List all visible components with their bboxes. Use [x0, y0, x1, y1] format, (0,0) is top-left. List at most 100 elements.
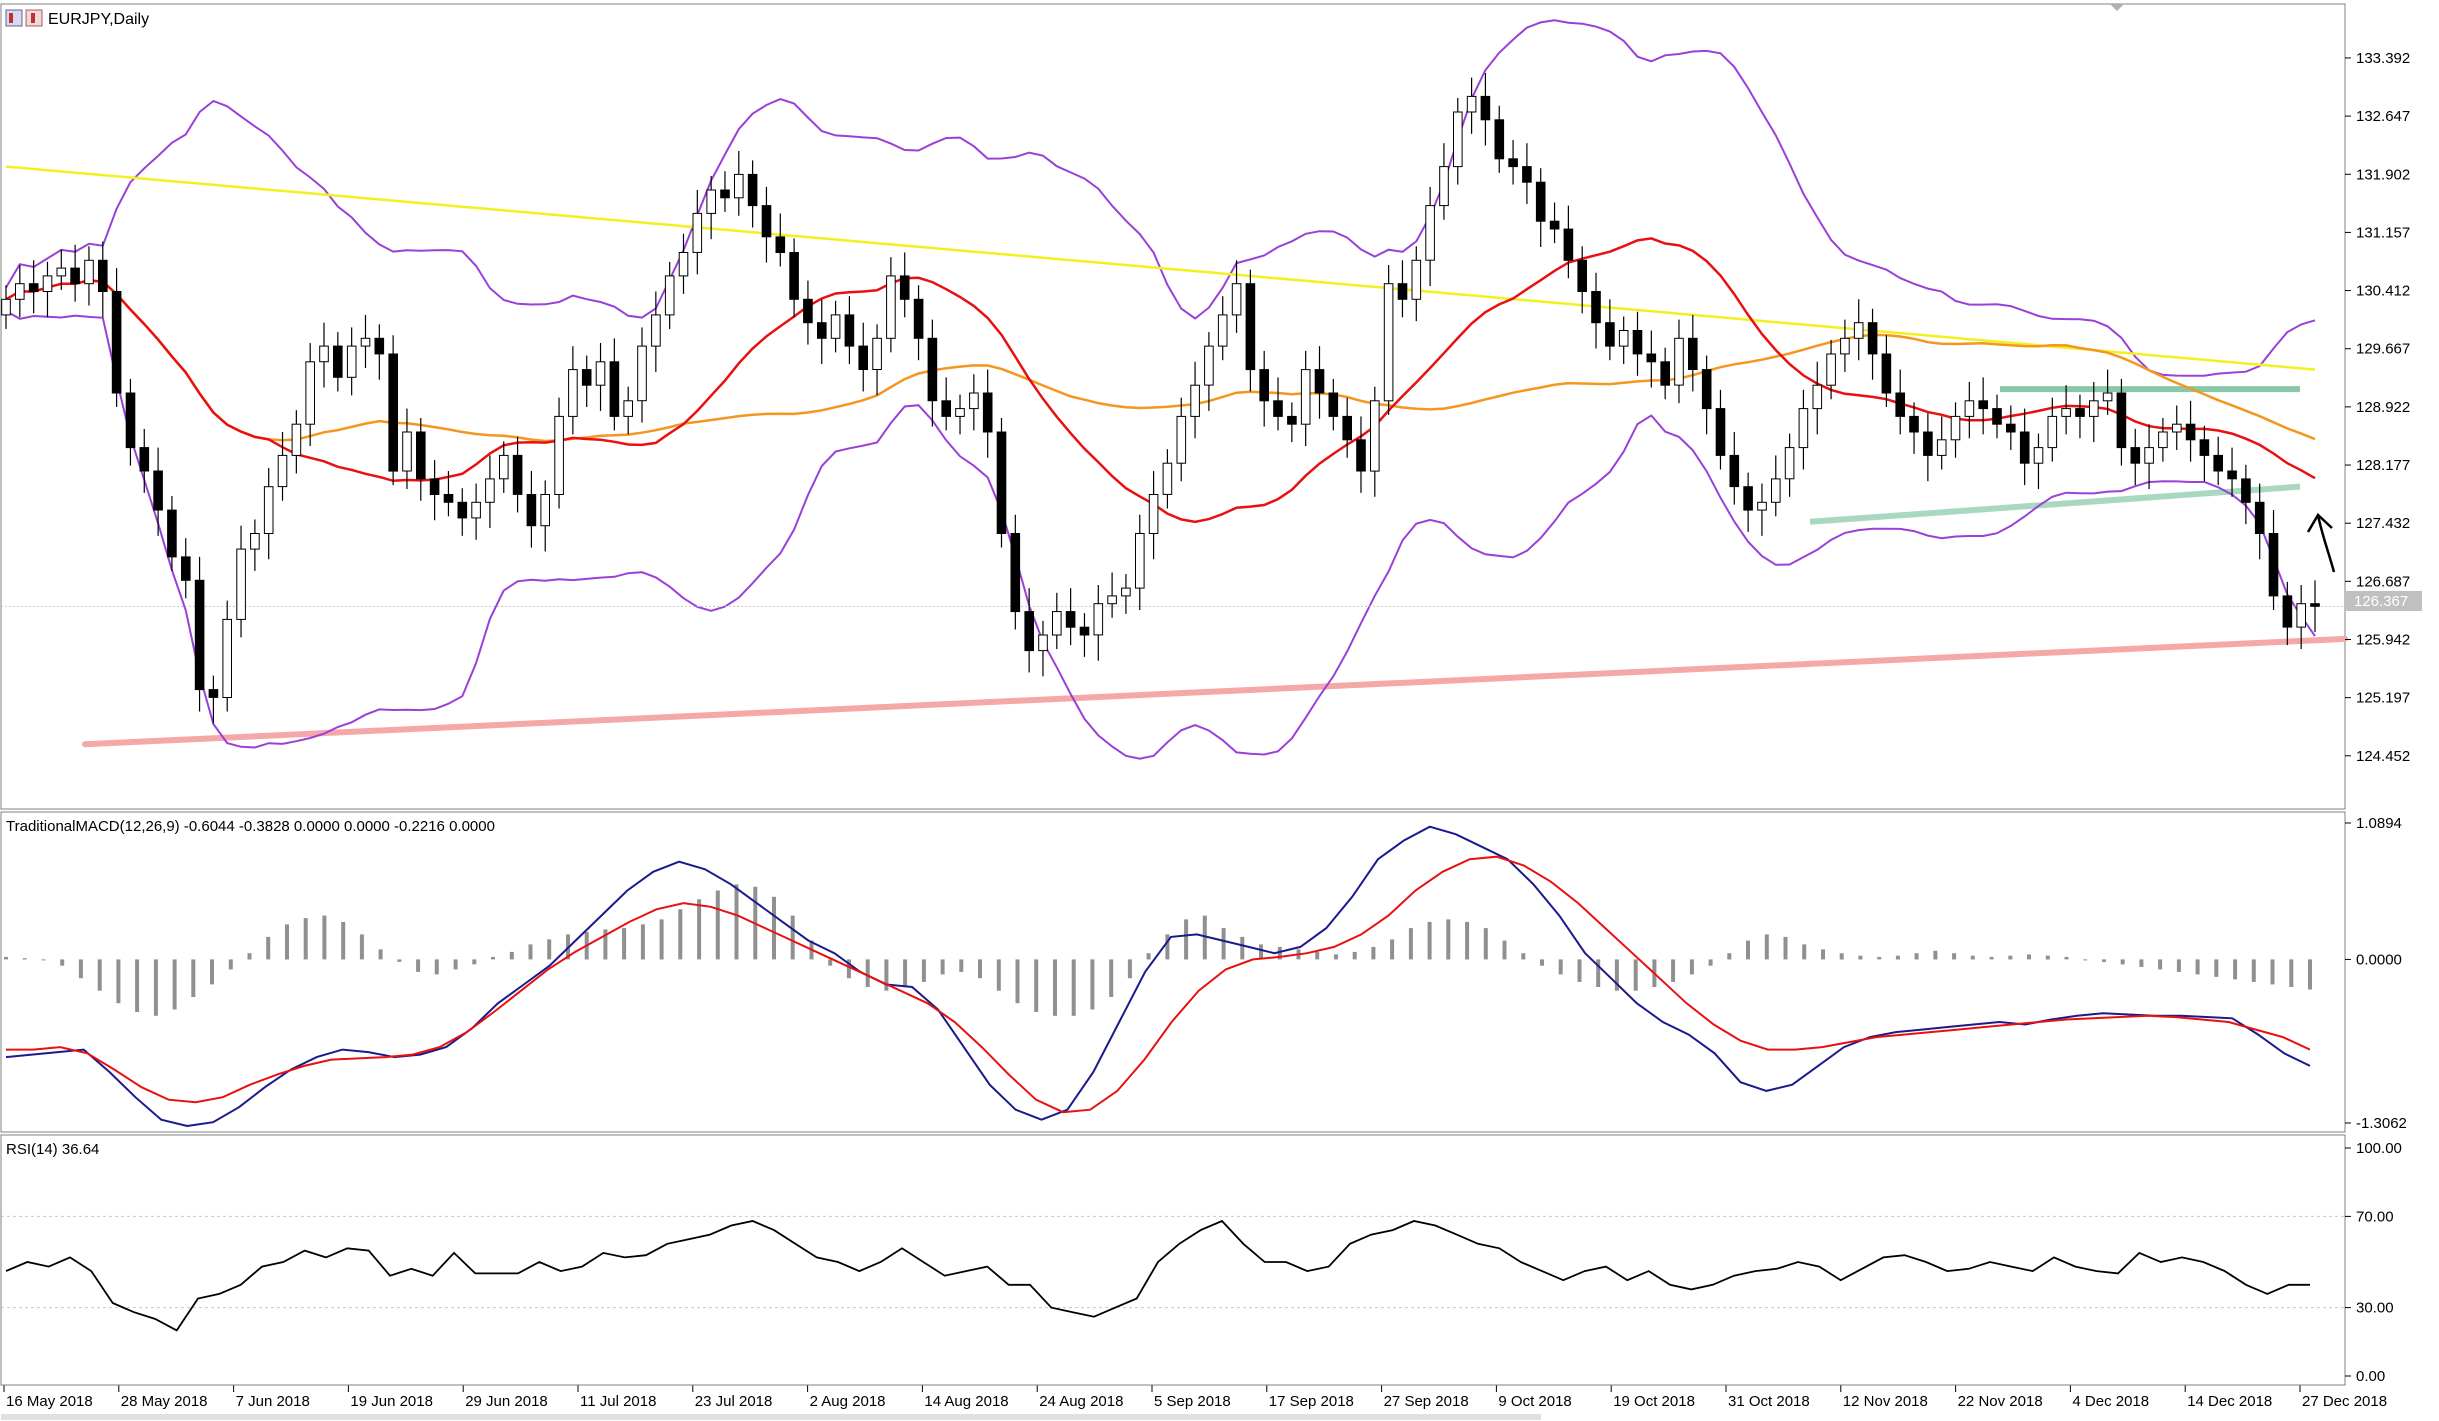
macd-histogram-bar: [678, 909, 683, 960]
price-chart: [1, 19, 2348, 760]
candle: [1715, 389, 1726, 470]
candle: [1549, 202, 1560, 244]
candle: [996, 417, 1007, 548]
time-axis: 16 May 2018 28 May 2018 7 Jun 2018 19 Jun 2…: [1, 1384, 2387, 1420]
macd-histogram-bar: [1034, 959, 1039, 1012]
x-tick-label: 17 Sep 2018: [1269, 1393, 1354, 1410]
macd-histogram-bar: [1577, 959, 1582, 982]
macd-histogram-bar: [1558, 959, 1563, 975]
candle: [955, 394, 965, 435]
x-tick-label: 7 Jun 2018: [236, 1393, 310, 1410]
candle: [1328, 378, 1339, 431]
channel-lower-line: [1809, 483, 2301, 525]
macd-histogram-bar: [1090, 959, 1095, 1010]
candle: [1674, 319, 1684, 404]
macd-histogram-bar: [247, 953, 252, 960]
candle: [125, 378, 136, 466]
candle: [664, 261, 675, 329]
macd-histogram-bar: [359, 934, 364, 960]
y-tick-label: 133.392: [2356, 50, 2410, 67]
macd-histogram-bar: [2158, 959, 2163, 970]
candle: [1231, 260, 1242, 333]
y-tick-label: 131.157: [2356, 224, 2410, 241]
candle: [360, 314, 371, 369]
candle: [1079, 613, 1090, 657]
macd-histogram-bar: [1315, 951, 1320, 960]
x-tick-label: 24 Aug 2018: [1039, 1393, 1123, 1410]
candle: [1397, 260, 1408, 318]
candle: [1591, 272, 1601, 349]
candle: [346, 327, 357, 396]
candle: [651, 291, 661, 372]
macd-histogram-bar: [1202, 915, 1207, 960]
macd-histogram-bar: [978, 959, 982, 979]
candle: [2075, 394, 2085, 439]
macd-histogram-bar: [1259, 944, 1263, 960]
bollinger-lower: [5, 310, 2316, 760]
candle: [858, 322, 869, 392]
candle: [1577, 246, 1588, 314]
candle: [706, 175, 717, 240]
candle: [15, 264, 25, 318]
candle: [747, 160, 758, 228]
candle: [1356, 416, 1366, 493]
macd-histogram-bar: [2027, 954, 2031, 960]
candle: [1909, 402, 1919, 454]
x-tick-label: 31 Oct 2018: [1728, 1393, 1810, 1410]
candle: [526, 471, 537, 548]
y-tick-label: 124.452: [2356, 748, 2410, 765]
macd-histogram-bar: [715, 890, 720, 960]
macd-chart: 1.0894 0.0000 -1.3062: [4, 815, 2407, 1132]
macd-histogram-bar: [97, 959, 102, 991]
macd-histogram-bar: [2102, 959, 2106, 962]
x-tick-label: 16 May 2018: [6, 1393, 93, 1410]
macd-histogram-bar: [1671, 959, 1676, 982]
candle: [761, 186, 772, 263]
price-axis: 133.392 132.647 131.902 131.157 130.412 129.6…: [2345, 50, 2410, 765]
x-tick-label: 29 Jun 2018: [465, 1393, 548, 1410]
macd-histogram-bar: [622, 928, 627, 960]
candle: [222, 600, 232, 712]
candle: [540, 480, 551, 552]
candle: [1245, 269, 1256, 392]
y-tick-label: 127.432: [2356, 515, 2410, 532]
macd-histogram-bar: [2176, 959, 2181, 972]
candle: [167, 496, 177, 571]
candle: [1618, 316, 1629, 365]
window-icons[interactable]: [5, 9, 43, 27]
macd-histogram-bar: [1071, 959, 1076, 1016]
candle: [416, 417, 426, 501]
candle: [1135, 514, 1145, 610]
macd-histogram-bar: [60, 959, 65, 966]
candle: [720, 171, 730, 212]
macd-histogram-bar: [1952, 953, 1957, 960]
macd-signal-line: [6, 855, 2311, 1114]
x-tick-label: 2 Aug 2018: [810, 1393, 886, 1410]
candle: [1162, 449, 1173, 509]
candle: [277, 432, 288, 501]
macd-histogram-bar: [865, 959, 870, 987]
macd-histogram-bar: [1540, 959, 1544, 966]
rsi-y-tick-label: 70.00: [2356, 1208, 2394, 1225]
candle: [1480, 72, 1491, 146]
candle: [2310, 580, 2320, 633]
macd-histogram-bar: [266, 936, 271, 960]
candle: [623, 386, 634, 435]
candle: [1453, 97, 1463, 185]
candle: [1508, 140, 1518, 185]
macd-histogram-bar: [1408, 928, 1413, 960]
candle: [1439, 143, 1449, 220]
chart-window-icon[interactable]: [5, 9, 23, 27]
candle: [1038, 620, 1048, 677]
macd-histogram-bar: [528, 944, 533, 960]
candle: [1923, 413, 1933, 482]
horizontal-scrollbar[interactable]: [1, 1414, 1541, 1420]
candle: [2296, 585, 2306, 650]
candle: [429, 460, 440, 521]
candle: [927, 319, 938, 427]
candle: [98, 241, 108, 318]
macd-histogram-bar: [2251, 959, 2256, 982]
macd-histogram-bar: [1390, 939, 1395, 960]
macd-histogram-bar: [2214, 959, 2219, 977]
scroll-indicator-icon[interactable]: [2110, 4, 2124, 11]
